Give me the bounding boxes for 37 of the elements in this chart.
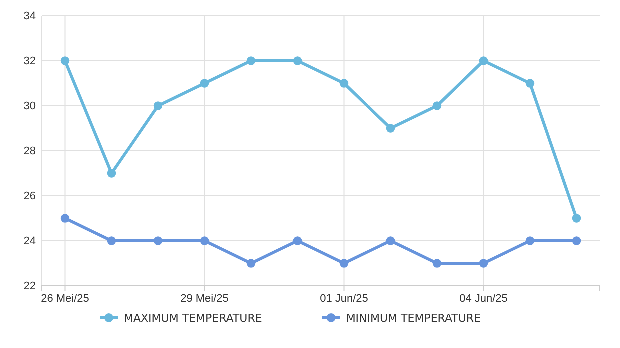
point bbox=[107, 169, 116, 178]
x-tick-label: 04 Jun/25 bbox=[460, 292, 508, 305]
y-tick-label: 30 bbox=[24, 100, 36, 113]
point bbox=[60, 214, 70, 223]
y-tick-label: 28 bbox=[24, 146, 36, 158]
point bbox=[246, 259, 256, 268]
point bbox=[154, 236, 163, 246]
point bbox=[340, 79, 349, 88]
x-tick-label: 29 Mei/25 bbox=[180, 292, 229, 305]
x-tick-label: 26 Mei/25 bbox=[41, 292, 90, 305]
point bbox=[154, 102, 163, 110]
x-tick-label: 01 Jun/25 bbox=[320, 292, 368, 305]
point bbox=[572, 236, 582, 246]
y-tick-label: 22 bbox=[24, 280, 36, 293]
point bbox=[246, 56, 256, 66]
point bbox=[526, 236, 535, 246]
point bbox=[293, 236, 302, 246]
point bbox=[340, 259, 349, 268]
point bbox=[479, 56, 488, 66]
y-tick-label: 34 bbox=[24, 10, 36, 23]
y-tick-label: 32 bbox=[24, 56, 36, 68]
point bbox=[572, 214, 582, 223]
point bbox=[60, 56, 70, 66]
point bbox=[386, 236, 396, 246]
point bbox=[107, 236, 116, 246]
point bbox=[293, 56, 302, 66]
point bbox=[432, 259, 442, 268]
point bbox=[479, 259, 488, 268]
y-tick-label: 24 bbox=[24, 236, 36, 248]
point bbox=[386, 124, 396, 133]
legend-label: MINIMUM TEMPERATURE bbox=[346, 312, 482, 325]
point bbox=[200, 79, 210, 88]
point bbox=[432, 102, 442, 110]
point bbox=[526, 79, 535, 88]
legend-label: MAXIMUM TEMPERATURE bbox=[124, 312, 262, 325]
point bbox=[200, 236, 210, 246]
y-tick-label: 26 bbox=[24, 190, 36, 203]
